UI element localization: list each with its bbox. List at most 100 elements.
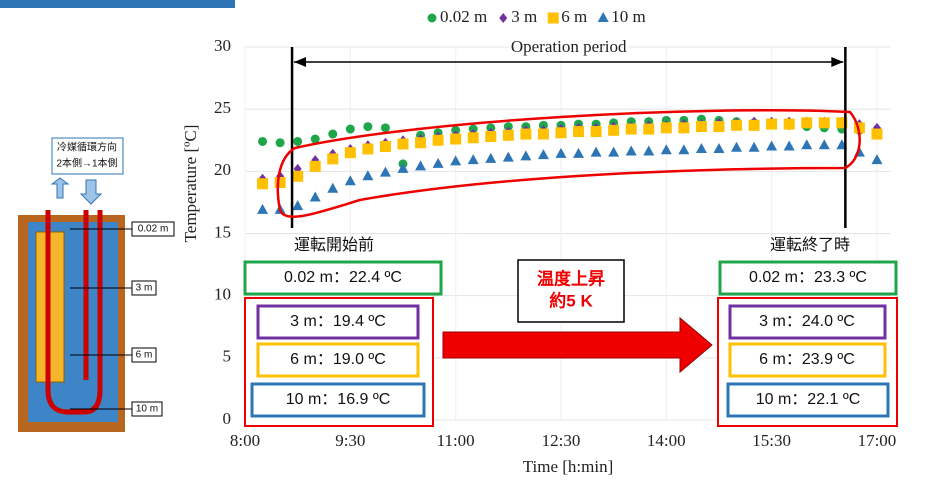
marker bbox=[397, 138, 409, 150]
flow-arrow-up bbox=[50, 177, 70, 199]
marker bbox=[678, 144, 690, 155]
marker bbox=[573, 147, 585, 158]
callout: 約5 K bbox=[549, 290, 593, 310]
marker bbox=[836, 117, 848, 129]
legend-label: 6 m bbox=[561, 7, 587, 26]
x-tick-label: 9:30 bbox=[335, 431, 365, 450]
highlight-loop bbox=[276, 109, 861, 218]
reading-box bbox=[718, 260, 898, 296]
y-tick-label: 25 bbox=[214, 98, 231, 117]
depth-label: 6 m bbox=[136, 350, 153, 361]
marker bbox=[293, 136, 303, 146]
reading-box bbox=[256, 304, 420, 340]
y-tick-label: 20 bbox=[214, 160, 231, 179]
rise-arrow bbox=[442, 316, 713, 374]
marker bbox=[731, 119, 743, 131]
reading: 0.02 m：23.3 ºC bbox=[749, 269, 867, 286]
marker bbox=[547, 12, 559, 24]
reading: 6 m：19.0 ºC bbox=[290, 351, 386, 368]
x-axis-label: Time [h:min] bbox=[523, 457, 614, 476]
marker bbox=[625, 123, 637, 135]
marker bbox=[275, 138, 285, 148]
reading-box bbox=[243, 260, 443, 296]
marker bbox=[766, 140, 778, 151]
marker bbox=[345, 124, 355, 134]
marker bbox=[427, 13, 437, 23]
marker bbox=[379, 166, 391, 177]
reading: 10 m：22.1 ºC bbox=[756, 391, 861, 408]
marker bbox=[608, 146, 620, 157]
marker bbox=[871, 128, 883, 140]
marker bbox=[597, 12, 609, 22]
marker bbox=[415, 137, 427, 149]
reading-box bbox=[726, 382, 890, 418]
marker bbox=[467, 132, 479, 144]
caption-box bbox=[51, 137, 124, 175]
marker bbox=[362, 143, 374, 155]
marker bbox=[783, 118, 795, 130]
marker bbox=[537, 149, 549, 160]
depth-box bbox=[131, 280, 157, 296]
pipe bbox=[45, 210, 103, 415]
marker bbox=[327, 153, 339, 165]
marker bbox=[292, 200, 304, 211]
marker bbox=[537, 128, 549, 140]
depth-box bbox=[131, 347, 157, 363]
label-bg bbox=[508, 40, 629, 56]
x-tick-label: 14:00 bbox=[647, 431, 686, 450]
reading-box bbox=[728, 304, 887, 340]
marker bbox=[257, 178, 269, 190]
before-heading: 運転開始前 bbox=[294, 236, 374, 254]
legend-label: 3 m bbox=[511, 7, 537, 26]
x-tick-label: 12:30 bbox=[542, 431, 581, 450]
marker bbox=[432, 157, 444, 168]
marker bbox=[502, 129, 514, 141]
marker bbox=[801, 117, 813, 129]
callout: 温度上昇 bbox=[537, 268, 605, 288]
reading: 3 m：19.4 ºC bbox=[290, 313, 386, 330]
marker bbox=[274, 177, 286, 189]
arrow-head bbox=[294, 57, 307, 67]
reading: 6 m：23.9 ºC bbox=[759, 351, 855, 368]
marker bbox=[871, 154, 883, 165]
marker bbox=[502, 151, 514, 162]
marker bbox=[766, 118, 778, 130]
reading-box bbox=[250, 382, 426, 418]
depth-label: 0.02 m bbox=[138, 224, 169, 235]
marker bbox=[379, 140, 391, 152]
depth-label: 10 m bbox=[136, 404, 158, 415]
header-bar bbox=[0, 0, 235, 8]
callout-box bbox=[517, 259, 625, 323]
y-tick-label: 10 bbox=[214, 285, 231, 304]
marker bbox=[818, 139, 830, 150]
x-tick-label: 15:30 bbox=[752, 431, 791, 450]
marker bbox=[415, 160, 427, 171]
marker bbox=[292, 170, 304, 182]
x-tick-label: 11:00 bbox=[437, 431, 475, 450]
arrow-head bbox=[831, 57, 844, 67]
marker bbox=[257, 203, 269, 214]
marker bbox=[818, 117, 830, 129]
marker bbox=[625, 145, 637, 156]
legend-label: 0.02 m bbox=[440, 7, 487, 26]
marker bbox=[783, 140, 795, 151]
marker bbox=[660, 122, 672, 134]
marker bbox=[731, 141, 743, 152]
depth-box bbox=[131, 401, 163, 417]
marker bbox=[695, 121, 707, 133]
period-label: Operation period bbox=[511, 37, 627, 56]
marker bbox=[499, 13, 508, 23]
marker bbox=[309, 191, 321, 202]
legend-label: 10 m bbox=[611, 7, 645, 26]
marker bbox=[713, 121, 725, 133]
marker bbox=[485, 152, 497, 163]
marker bbox=[363, 122, 373, 132]
marker bbox=[309, 160, 321, 172]
marker bbox=[678, 122, 690, 134]
after-panel: 運転終了時 0.02 m：23.3 ºC 3 m：24.0 ºC 6 m：23.… bbox=[717, 236, 898, 427]
before-panel: 運転開始前 0.02 m：22.4 ºC 3 m：19.4 ºC 6 m：19.… bbox=[243, 236, 443, 427]
well-diagram: 冷媒循環方向 2本側→1本側 0.02 m 3 m 6 m 10 m bbox=[18, 137, 175, 432]
marker bbox=[328, 129, 338, 139]
marker bbox=[590, 126, 602, 138]
